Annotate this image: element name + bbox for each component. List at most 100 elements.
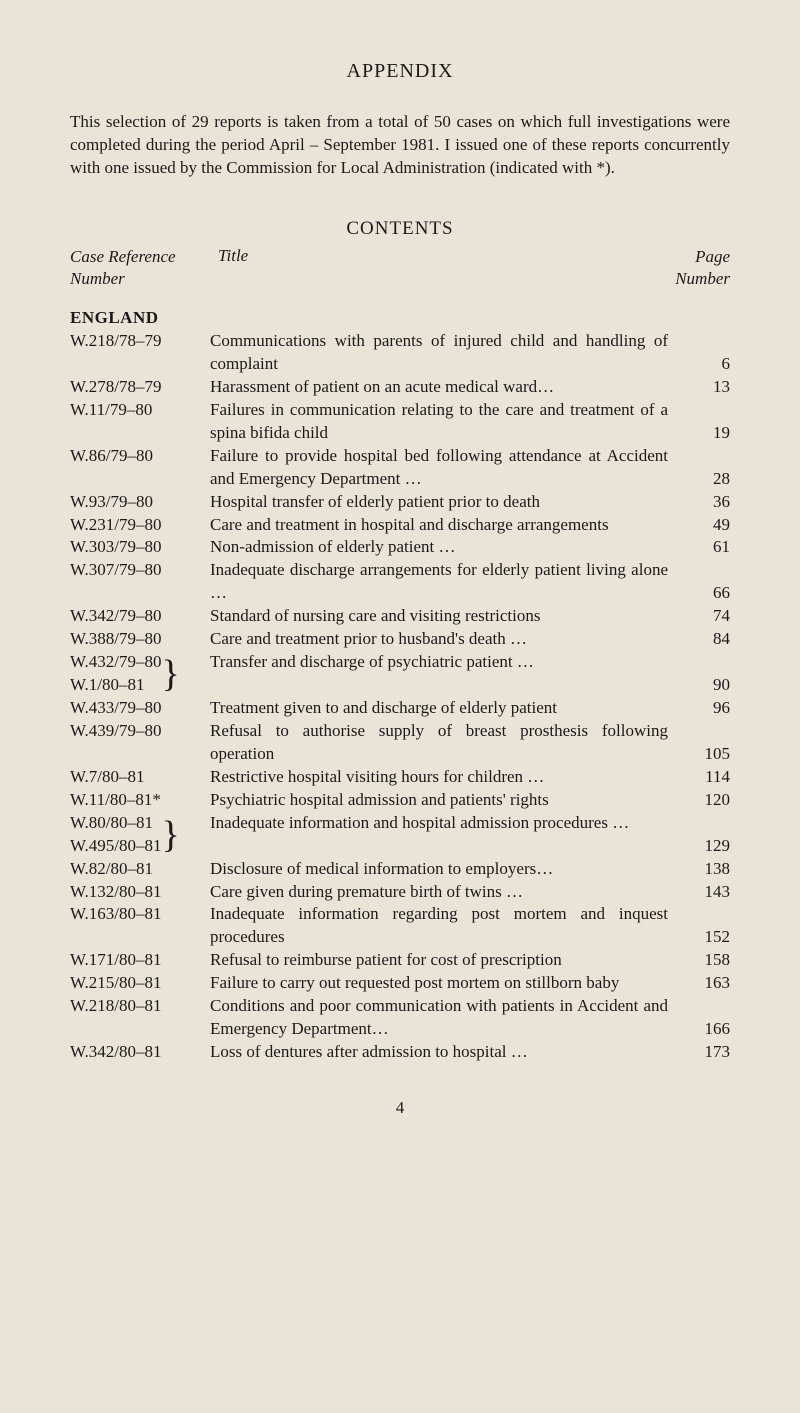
contents-entry: W.86/79–80Failure to provide hospital be… <box>70 445 730 491</box>
entry-title: Transfer and discharge of psychiatric pa… <box>210 651 680 674</box>
entry-title: Failures in communication relating to th… <box>210 399 680 445</box>
brace-icon: } <box>161 818 179 852</box>
entry-title: Inadequate information and hospital admi… <box>210 812 680 835</box>
entry-page: 49 <box>680 514 730 537</box>
entry-page: 173 <box>680 1041 730 1064</box>
entry-reference: W.11/79–80 <box>70 399 210 422</box>
contents-entry: W.171/80–81Refusal to reimburse patient … <box>70 949 730 972</box>
contents-entry: W.388/79–80Care and treatment prior to h… <box>70 628 730 651</box>
contents-entry: W.218/80–81Conditions and poor communica… <box>70 995 730 1041</box>
entry-reference: W.218/78–79 <box>70 330 210 353</box>
entry-page: 129 <box>680 835 730 858</box>
contents-entry: W.342/80–81Loss of dentures after admiss… <box>70 1041 730 1064</box>
entry-reference: W.11/80–81* <box>70 789 210 812</box>
contents-entry: W.231/79–80Care and treatment in hospita… <box>70 514 730 537</box>
entry-reference: W.163/80–81 <box>70 903 210 926</box>
contents-entry: W.218/78–79Communications with parents o… <box>70 330 730 376</box>
entry-reference: W.82/80–81 <box>70 858 210 881</box>
entry-page: 158 <box>680 949 730 972</box>
entry-title: Disclosure of medical information to emp… <box>210 858 680 881</box>
entry-reference: W.231/79–80 <box>70 514 210 537</box>
contents-entry: W.278/78–79Harassment of patient on an a… <box>70 376 730 399</box>
contents-entry: W.342/79–80Standard of nursing care and … <box>70 605 730 628</box>
entry-page: 105 <box>680 743 730 766</box>
entry-page: 66 <box>680 582 730 605</box>
entry-page: 36 <box>680 491 730 514</box>
entry-reference: W.218/80–81 <box>70 995 210 1018</box>
contents-entry: W.11/79–80Failures in communication rela… <box>70 399 730 445</box>
entry-page: 163 <box>680 972 730 995</box>
entry-page: 143 <box>680 881 730 904</box>
entry-page: 28 <box>680 468 730 491</box>
contents-entry: W.11/80–81*Psychiatric hospital admissio… <box>70 789 730 812</box>
contents-entry: W.132/80–81Care given during premature b… <box>70 881 730 904</box>
entry-reference: W.215/80–81 <box>70 972 210 995</box>
entry-title: Treatment given to and discharge of elde… <box>210 697 680 720</box>
entry-reference: W.93/79–80 <box>70 491 210 514</box>
contents-entry: W.303/79–80Non-admission of elderly pati… <box>70 536 730 559</box>
entry-reference: W.388/79–80 <box>70 628 210 651</box>
page-number-footer: 4 <box>70 1098 730 1118</box>
contents-entry: W.82/80–81Disclosure of medical informat… <box>70 858 730 881</box>
intro-paragraph: This selection of 29 reports is taken fr… <box>70 111 730 180</box>
entry-page: 96 <box>680 697 730 720</box>
contents-entry: W.80/80–81W.495/80–81}Inadequate informa… <box>70 812 730 858</box>
entry-page: 152 <box>680 926 730 949</box>
entry-reference: W.278/78–79 <box>70 376 210 399</box>
entry-reference: W.80/80–81W.495/80–81} <box>70 812 210 858</box>
entry-title: Inadequate discharge arrangements for el… <box>210 559 680 605</box>
entry-title: Failure to carry out requested post mort… <box>210 972 680 995</box>
entry-reference: W.303/79–80 <box>70 536 210 559</box>
entry-title: Non-admission of elderly patient … <box>210 536 680 559</box>
contents-entry: W.215/80–81Failure to carry out requeste… <box>70 972 730 995</box>
entry-title: Conditions and poor communication with p… <box>210 995 680 1041</box>
entry-page: 114 <box>680 766 730 789</box>
entry-reference: W.439/79–80 <box>70 720 210 743</box>
entry-title: Care and treatment prior to husband's de… <box>210 628 680 651</box>
brace-icon: } <box>161 657 179 691</box>
entry-page: 138 <box>680 858 730 881</box>
entry-page: 120 <box>680 789 730 812</box>
entry-title: Refusal to authorise supply of breast pr… <box>210 720 680 766</box>
entry-title: Communications with parents of injured c… <box>210 330 680 376</box>
entry-reference: W.132/80–81 <box>70 881 210 904</box>
header-page: Page Number <box>660 246 730 290</box>
entry-page: 90 <box>680 674 730 697</box>
entry-title: Psychiatric hospital admission and patie… <box>210 789 680 812</box>
entry-page: 19 <box>680 422 730 445</box>
region-heading: ENGLAND <box>70 308 730 328</box>
entry-reference: W.433/79–80 <box>70 697 210 720</box>
entry-title: Care given during premature birth of twi… <box>210 881 680 904</box>
entry-reference: W.432/79–80W.1/80–81} <box>70 651 210 697</box>
contents-entry: W.432/79–80W.1/80–81}Transfer and discha… <box>70 651 730 697</box>
entry-reference: W.342/79–80 <box>70 605 210 628</box>
entry-page: 13 <box>680 376 730 399</box>
header-title: Title <box>210 246 660 290</box>
contents-heading: CONTENTS <box>70 218 730 240</box>
entry-reference: W.86/79–80 <box>70 445 210 468</box>
entry-title: Inadequate information regarding post mo… <box>210 903 680 949</box>
entry-title: Refusal to reimburse patient for cost of… <box>210 949 680 972</box>
entry-title: Standard of nursing care and visiting re… <box>210 605 680 628</box>
contents-entry: W.439/79–80Refusal to authorise supply o… <box>70 720 730 766</box>
entry-reference: W.342/80–81 <box>70 1041 210 1064</box>
column-headers: Case Reference Number Title Page Number <box>70 246 730 290</box>
contents-list: W.218/78–79Communications with parents o… <box>70 330 730 1064</box>
entry-title: Harassment of patient on an acute medica… <box>210 376 680 399</box>
entry-page: 61 <box>680 536 730 559</box>
entry-page: 74 <box>680 605 730 628</box>
entry-reference: W.307/79–80 <box>70 559 210 582</box>
appendix-title: APPENDIX <box>70 60 730 83</box>
contents-entry: W.163/80–81Inadequate information regard… <box>70 903 730 949</box>
entry-title: Failure to provide hospital bed followin… <box>210 445 680 491</box>
entry-page: 166 <box>680 1018 730 1041</box>
contents-entry: W.433/79–80Treatment given to and discha… <box>70 697 730 720</box>
entry-title: Restrictive hospital visiting hours for … <box>210 766 680 789</box>
header-reference: Case Reference Number <box>70 246 210 290</box>
entry-reference: W.171/80–81 <box>70 949 210 972</box>
contents-entry: W.93/79–80Hospital transfer of elderly p… <box>70 491 730 514</box>
contents-entry: W.307/79–80Inadequate discharge arrangem… <box>70 559 730 605</box>
entry-title: Loss of dentures after admission to hosp… <box>210 1041 680 1064</box>
entry-reference: W.7/80–81 <box>70 766 210 789</box>
entry-page: 6 <box>680 353 730 376</box>
